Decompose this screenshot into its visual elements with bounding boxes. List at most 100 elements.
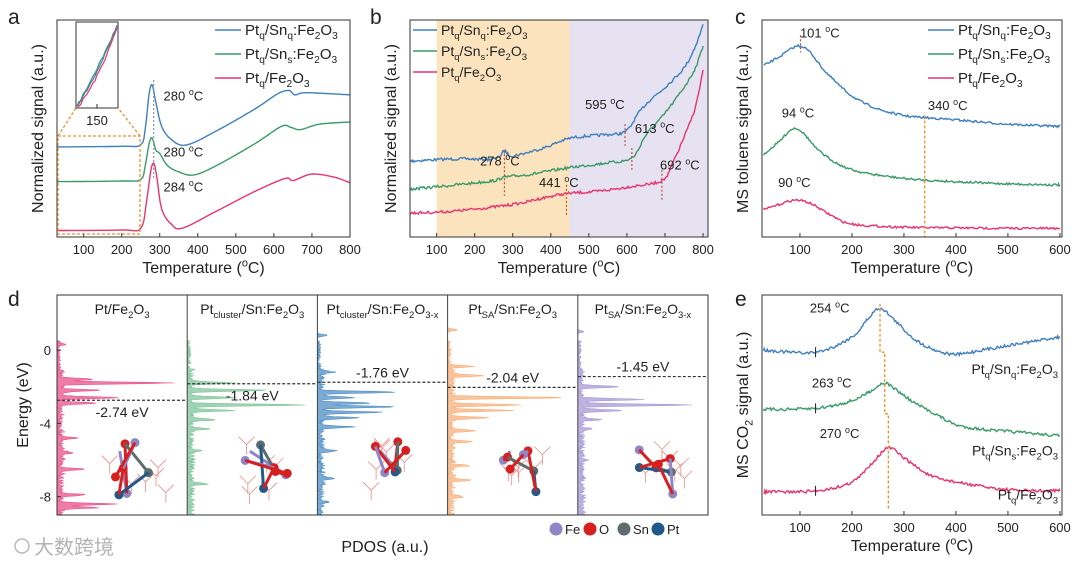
pdos-subpanel-0: Pt/Fe2O3 -2.74 eV <box>56 295 188 516</box>
subscript: 2 <box>1000 79 1006 90</box>
subpanel-title: PtSA/Sn:Fe2O3-x <box>595 301 692 321</box>
x-axis-label: Temperature (oC) <box>142 258 265 277</box>
subscript: 3 <box>144 310 149 321</box>
text-run: Pt <box>595 301 608 317</box>
text-run: /Fe <box>265 70 287 87</box>
zoom-connector <box>57 107 141 137</box>
series-line-1 <box>762 381 1060 438</box>
text-run: O <box>511 43 522 59</box>
panel-label-c: c <box>735 6 746 29</box>
atom-legend-swatch <box>617 522 631 536</box>
subscript: q <box>481 31 486 42</box>
atom <box>505 464 515 474</box>
peak-annotation: 441 oC <box>539 174 579 190</box>
superscript: o <box>950 536 956 548</box>
text-run: 278 <box>480 153 505 168</box>
subscript: q <box>454 73 459 84</box>
text-run: O <box>320 22 332 39</box>
x-tick-label: 200 <box>464 242 486 257</box>
inset-series-2 <box>76 27 118 107</box>
text-run: /Sn <box>978 46 1001 63</box>
legend-label: Ptq/Fe2O3 <box>441 64 501 84</box>
x-tick-label: 100 <box>426 242 448 257</box>
y-tick-label: -4 <box>39 416 51 431</box>
text-run: 340 <box>928 98 953 113</box>
inset-tick-label: 150 <box>86 113 108 128</box>
subscript: 2 <box>1028 31 1034 42</box>
superscript: o <box>610 96 615 106</box>
superscript: o <box>953 97 958 107</box>
superscript: o <box>796 174 801 184</box>
peak-annotation: 101 oC <box>800 24 840 40</box>
subscript: 3-x <box>425 310 438 321</box>
text-run: C <box>194 88 203 103</box>
text-run: 90 <box>778 175 796 190</box>
text-run: 692 <box>660 158 685 173</box>
superscript: o <box>660 120 665 130</box>
subscript: 2 <box>1027 55 1033 66</box>
subscript: s <box>287 55 292 66</box>
legend-label: Ptq/Snq:Fe2O3 <box>958 22 1051 42</box>
bond <box>506 455 535 473</box>
subscript: 2 <box>506 52 511 63</box>
text-run: /Fe <box>460 64 480 80</box>
panel-label-a: a <box>8 6 20 29</box>
atom <box>282 468 292 478</box>
subscript: 2 <box>1037 496 1042 507</box>
text-run: O <box>414 301 425 317</box>
text-run: /Sn <box>265 22 288 39</box>
text-run: Pt <box>245 46 260 63</box>
x-tick-label: 200 <box>111 242 133 257</box>
subscript: 3 <box>1045 55 1051 66</box>
bond <box>123 442 150 474</box>
subscript: 2 <box>662 310 667 321</box>
text-run: O <box>667 301 678 317</box>
text-run: /Sn <box>978 22 1001 39</box>
subscript: q <box>259 31 265 42</box>
x-axis-label: Temperature (oC) <box>851 258 974 277</box>
subpanel-title: PtSA/Sn:Fe2O3 <box>468 301 557 321</box>
inset-series-1 <box>76 27 118 107</box>
text-run: /Fe <box>1016 487 1036 503</box>
text-run: O <box>1042 487 1053 503</box>
text-run: :Fe <box>293 22 315 39</box>
d-band-center-label: -1.76 eV <box>356 364 410 380</box>
x-tick-label: 400 <box>945 242 967 257</box>
subscript: q <box>1011 496 1016 507</box>
y-axis-label: Normalized signal (a.u.) <box>30 44 47 213</box>
lattice-line <box>101 455 118 474</box>
zoom-region-box <box>57 135 141 235</box>
x-tick-label: 100 <box>789 520 811 535</box>
subpanel-title: Ptcluster/Sn:Fe2O3 <box>200 301 304 321</box>
peak-annotation: 692 oC <box>660 157 700 173</box>
series-line-0 <box>410 24 704 164</box>
text-run: 441 <box>539 175 564 190</box>
text-run: C <box>510 153 519 168</box>
legend-label: Ptq/Sns:Fe2O3 <box>441 43 527 63</box>
text-run: C) <box>956 260 973 277</box>
superscript: o <box>597 258 603 270</box>
series-line-1 <box>410 45 704 192</box>
subscript: 3 <box>1017 79 1023 90</box>
subscript: q <box>259 79 265 90</box>
text-run: 613 <box>635 121 660 136</box>
bond <box>639 466 672 474</box>
series-line-1 <box>57 121 350 183</box>
x-tick-label: 200 <box>841 520 863 535</box>
peak-annotation: 284 oC <box>164 178 204 194</box>
bond <box>383 449 407 474</box>
text-run: Pt <box>972 443 985 459</box>
x-tick-label: 500 <box>578 242 600 257</box>
text-run: O <box>511 22 522 38</box>
text-run: 263 <box>812 375 837 390</box>
subscript: SA <box>482 310 495 321</box>
text-run: :Fe <box>486 22 506 38</box>
subscript: 3 <box>522 52 527 63</box>
temperature-region-1 <box>569 20 708 237</box>
panel-d: Pt/Fe2O3-2.74 eVPtcluster/Sn:Fe2O3-1.84 … <box>15 294 709 556</box>
subscript: 2 <box>480 73 485 84</box>
subscript: 3-x <box>678 310 691 321</box>
series-line-2 <box>763 445 1061 496</box>
